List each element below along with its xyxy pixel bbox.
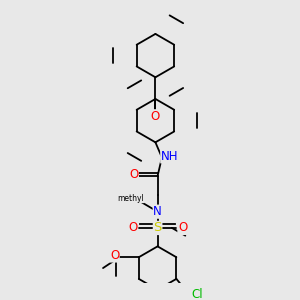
Text: O: O — [129, 168, 138, 181]
Text: O: O — [151, 110, 160, 123]
Text: NH: NH — [161, 150, 178, 163]
Text: Cl: Cl — [191, 288, 203, 300]
Text: O: O — [110, 249, 119, 262]
Text: O: O — [178, 221, 187, 234]
Text: S: S — [153, 221, 162, 234]
Text: O: O — [128, 221, 137, 234]
Text: methyl: methyl — [118, 194, 144, 203]
Text: N: N — [153, 205, 162, 218]
